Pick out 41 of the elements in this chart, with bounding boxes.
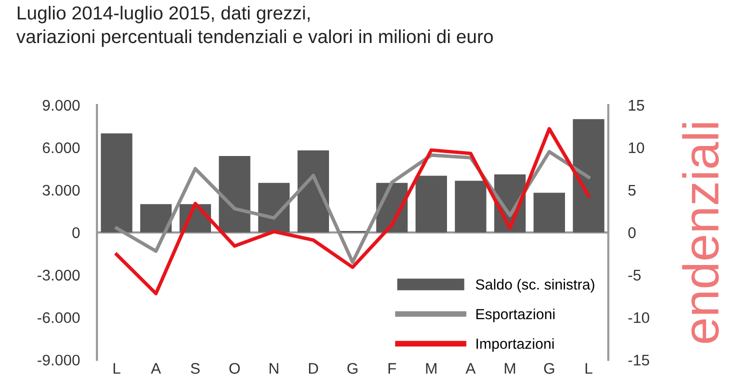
- y-tick-label: 3.000: [42, 184, 80, 196]
- x-tick-label: O: [229, 363, 240, 374]
- bar: [416, 176, 448, 232]
- legend-label: Saldo (sc. sinistra): [476, 278, 594, 293]
- bar: [454, 180, 486, 232]
- x-tick-label: S: [190, 363, 200, 374]
- bar: [100, 133, 132, 232]
- y2-tick-label: -5: [628, 270, 641, 281]
- legend-label: Esportazioni: [476, 308, 554, 322]
- y-tick-label: 6.000: [42, 142, 80, 154]
- bar: [534, 192, 566, 232]
- y2-tick-label: 0: [628, 227, 636, 238]
- x-tick-label: N: [270, 363, 278, 374]
- x-tick-label: G: [544, 363, 554, 374]
- y-tick-label: -6.000: [38, 312, 80, 324]
- chart-title: Luglio 2014-luglio 2015, dati grezzi, variazioni percentuali tendenziali e valori in milioni di euro: [16, 6, 493, 47]
- bar: [140, 204, 172, 232]
- y2-tick-label: 5: [628, 184, 636, 196]
- bar: [218, 156, 250, 232]
- x-tick-label: A: [466, 363, 476, 374]
- x-tick-label: F: [388, 363, 396, 374]
- y-tick-label: 0: [72, 227, 80, 238]
- x-tick-label: M: [426, 363, 436, 374]
- y2-tick-label: -15: [628, 354, 650, 366]
- x-tick-label: M: [504, 363, 516, 374]
- x-tick-label: A: [150, 363, 162, 374]
- x-tick-label: D: [309, 363, 318, 374]
- y-tick-label: 9.000: [42, 100, 80, 111]
- y2-tick-label: 15: [628, 100, 644, 111]
- y2-tick-label: 10: [628, 142, 644, 154]
- y2-axis-title: endenziali: [682, 123, 719, 343]
- x-tick-label: L: [114, 363, 120, 374]
- x-tick-label: L: [586, 363, 592, 374]
- line-series: [114, 150, 590, 264]
- y-tick-label: -9.000: [38, 354, 80, 366]
- x-tick-label: G: [347, 363, 358, 374]
- bar: [298, 150, 330, 232]
- bar: [572, 119, 604, 232]
- y2-tick-label: -10: [628, 312, 650, 324]
- legend-label: Importazioni: [476, 338, 554, 352]
- y-tick-label: -3.000: [38, 270, 80, 281]
